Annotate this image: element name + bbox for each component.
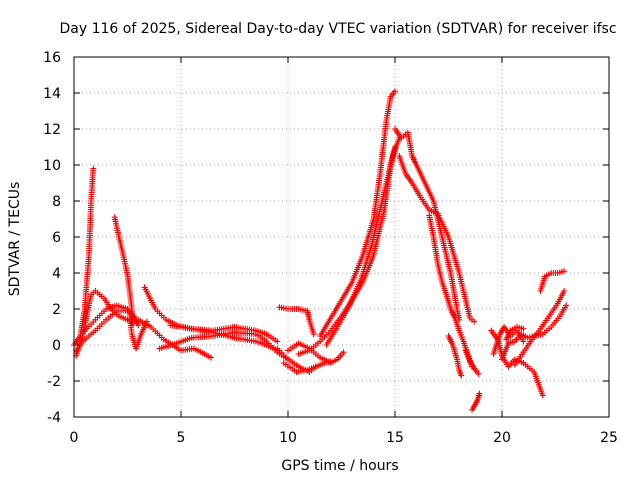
grid: [74, 57, 609, 417]
data-marks: [71, 88, 570, 413]
series-track-r: [392, 126, 463, 323]
x-tick-label: 20: [493, 430, 511, 446]
y-tick-label: 10: [43, 158, 61, 174]
plus-markers-track-s: [396, 153, 478, 325]
series-track-u: [445, 333, 465, 379]
plus-markers-track-t: [426, 212, 475, 370]
y-tick-label: 8: [52, 194, 61, 210]
series-track-q: [323, 135, 403, 348]
plus-markers-track-p: [317, 88, 398, 339]
y-tick-labels: -4 -2 0 2 4 6 8 10 12 14 16: [43, 50, 61, 426]
series-track-j: [167, 322, 281, 354]
x-axis-label: GPS time / hours: [281, 458, 398, 474]
plus-markers-track-r: [392, 126, 463, 323]
series-track-f: [126, 309, 150, 352]
plus-markers-track-f: [126, 309, 150, 352]
chart-title: Day 116 of 2025, Sidereal Day-to-day VTE…: [59, 21, 616, 37]
y-tick-label: -4: [47, 410, 61, 426]
plus-markers-track-ac: [503, 324, 527, 343]
plot-frame: [73, 56, 610, 418]
y-tick-label: 14: [43, 86, 61, 102]
plus-markers-track-j: [167, 322, 281, 354]
x-tick-label: 25: [600, 430, 618, 446]
plus-markers-track-w: [469, 390, 483, 413]
series-track-n: [285, 340, 347, 366]
series-track-ab: [537, 268, 568, 294]
x-tick-label: 0: [70, 430, 79, 446]
series-track-w: [469, 390, 483, 413]
x-tick-label: 5: [177, 430, 186, 446]
plus-markers-track-n: [285, 340, 347, 366]
x-tick-label: 10: [279, 430, 297, 446]
y-tick-label: 6: [52, 230, 61, 246]
series-track-s: [396, 153, 478, 325]
series-track-m: [276, 304, 317, 338]
y-axis-label: SDTVAR / TECUs: [7, 182, 23, 297]
y-tick-label: -2: [47, 374, 61, 390]
series-track-p: [317, 88, 398, 339]
series-track-v: [462, 347, 482, 377]
y-tick-label: 0: [52, 338, 61, 354]
plus-markers-track-aa: [511, 288, 568, 368]
series-track-aa: [511, 288, 568, 368]
y-tick-label: 16: [43, 50, 61, 66]
plus-markers-track-q: [323, 135, 403, 348]
x-tick-labels: 0 5 10 15 20 25: [70, 430, 618, 446]
y-tick-label: 4: [52, 266, 61, 282]
series-track-t: [426, 212, 475, 370]
plus-markers-track-m: [276, 304, 317, 338]
plus-markers-track-u: [445, 333, 465, 379]
series-track-ac: [503, 324, 527, 343]
y-tick-label: 12: [43, 122, 61, 138]
plus-markers-track-v: [462, 347, 482, 377]
x-tick-label: 15: [386, 430, 404, 446]
plus-markers-track-ab: [537, 268, 568, 294]
y-tick-label: 2: [52, 302, 61, 318]
